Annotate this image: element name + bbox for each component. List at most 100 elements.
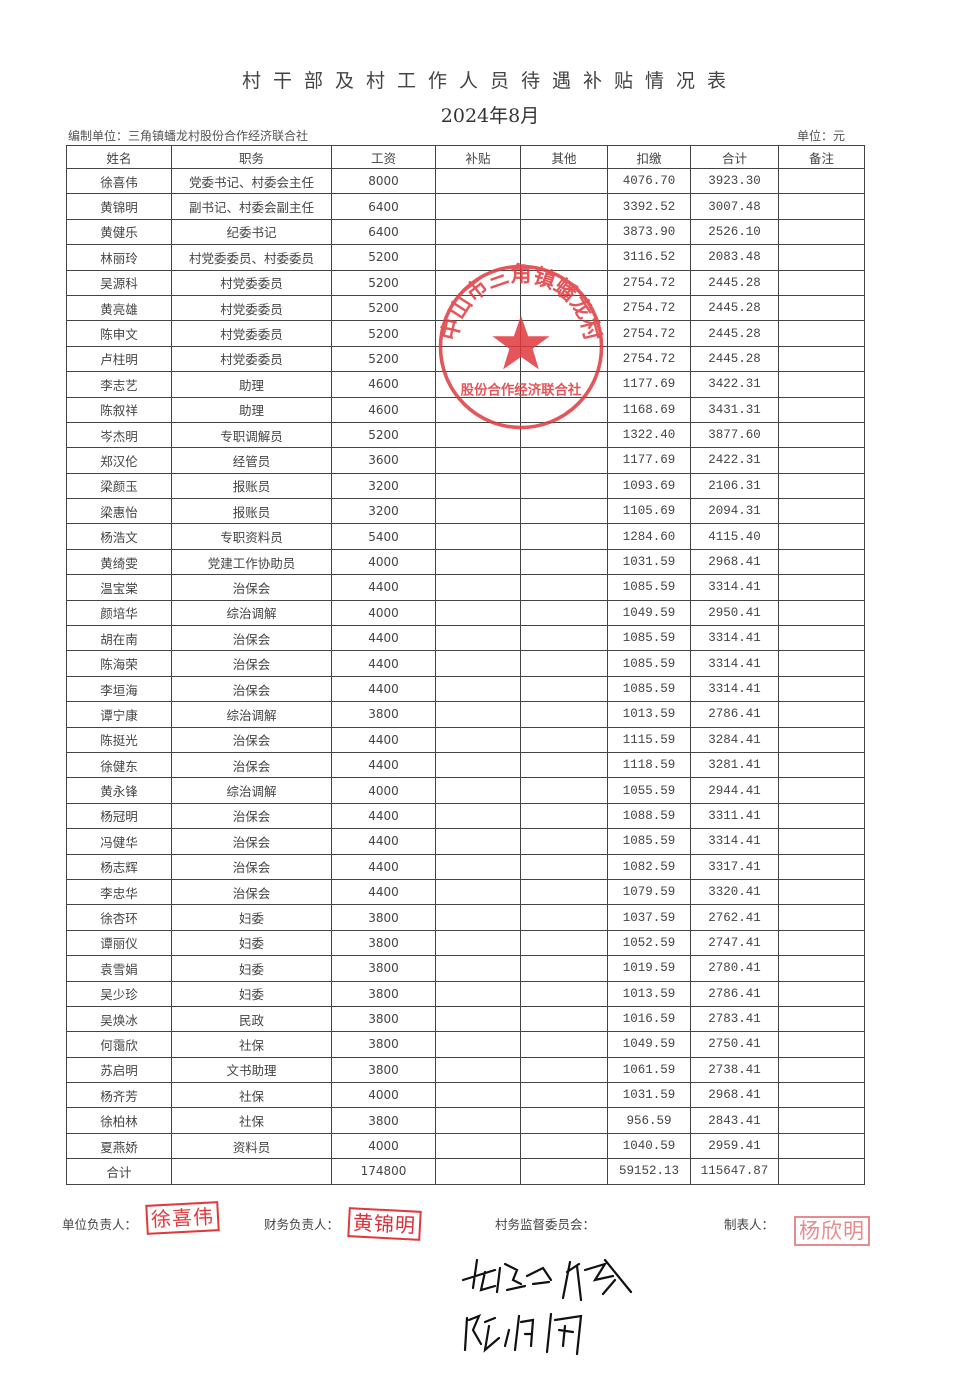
cell-name: 吴少珍 <box>66 980 172 1007</box>
cell-notes <box>778 472 865 500</box>
cell-total: 2445.28 <box>690 320 779 347</box>
col-subsidy: 补贴 <box>435 145 521 169</box>
cell-wage: 4400 <box>331 828 436 855</box>
cell-subsidy <box>435 218 521 246</box>
table-row: 杨志辉 治保会 4400 1082.59 3317.41 <box>66 853 865 880</box>
cell-other <box>520 218 608 246</box>
cell-total: 2422.31 <box>690 447 779 474</box>
table-row: 岑杰明 专职调解员 5200 1322.40 3877.60 <box>66 421 865 449</box>
table-row: 李忠华 治保会 4400 1079.59 3320.41 <box>66 878 865 906</box>
cell-subsidy <box>435 345 521 373</box>
cell-deduction: 1177.69 <box>607 447 691 474</box>
table-row: 袁雪娟 妇委 3800 1019.59 2780.41 <box>66 955 865 982</box>
cell-position: 综治调解 <box>171 599 332 627</box>
cell-deduction: 1055.59 <box>607 777 691 804</box>
table-row: 林丽玲 村党委委员、村委委员 5200 3116.52 2083.48 <box>66 244 865 271</box>
cell-wage: 4400 <box>331 853 436 880</box>
cell-position: 村党委委员 <box>171 294 332 322</box>
cell-subsidy <box>435 1056 521 1084</box>
cell-notes <box>778 1056 865 1084</box>
preparer-seal: 杨欣明 <box>794 1216 870 1246</box>
cell-wage: 4400 <box>331 726 436 753</box>
cell-other <box>520 980 608 1007</box>
cell-notes <box>778 345 865 373</box>
cell-subsidy <box>435 193 521 220</box>
cell-wage: 4400 <box>331 878 436 906</box>
cell-other <box>520 472 608 500</box>
cell-wage: 4000 <box>331 548 436 576</box>
cell-total: 3007.48 <box>690 193 779 220</box>
cell-name: 杨浩文 <box>66 523 172 550</box>
cell-total: 2445.28 <box>690 345 779 373</box>
cell-subsidy <box>435 802 521 830</box>
cell-deduction: 1061.59 <box>607 1056 691 1084</box>
cell-deduction: 2754.72 <box>607 269 691 296</box>
cell-notes <box>778 726 865 753</box>
cell-total: 2106.31 <box>690 472 779 500</box>
cell-subsidy <box>435 777 521 804</box>
cell-position: 综治调解 <box>171 777 332 804</box>
cell-notes <box>778 955 865 982</box>
cell-notes <box>778 625 865 652</box>
table-row: 陈申文 村党委委员 5200 2754.72 2445.28 <box>66 320 865 347</box>
cell-notes <box>778 320 865 347</box>
cell-name: 谭丽仪 <box>66 929 172 957</box>
cell-deduction: 1085.59 <box>607 625 691 652</box>
cell-subsidy <box>435 421 521 449</box>
cell-total: 3877.60 <box>690 421 779 449</box>
cell-other <box>520 371 608 398</box>
cell-deduction: 3873.90 <box>607 218 691 246</box>
cell-other <box>520 777 608 804</box>
cell-name: 黄绮雯 <box>66 548 172 576</box>
cell-name: 合计 <box>66 1158 172 1185</box>
cell-position: 专职调解员 <box>171 421 332 449</box>
cell-name: 黄锦明 <box>66 193 172 220</box>
cell-total: 2094.31 <box>690 498 779 525</box>
cell-subsidy <box>435 294 521 322</box>
cell-notes <box>778 167 865 195</box>
cell-wage: 4400 <box>331 802 436 830</box>
cell-subsidy <box>435 447 521 474</box>
table-row: 徐健东 治保会 4400 1118.59 3281.41 <box>66 751 865 779</box>
cell-other <box>520 701 608 728</box>
cell-deduction: 4076.70 <box>607 167 691 195</box>
cell-position: 报账员 <box>171 498 332 525</box>
cell-deduction: 1168.69 <box>607 396 691 423</box>
cell-position: 治保会 <box>171 802 332 830</box>
table-row: 卢柱明 村党委委员 5200 2754.72 2445.28 <box>66 345 865 373</box>
cell-position: 村党委委员 <box>171 269 332 296</box>
cell-notes <box>778 269 865 296</box>
cell-other <box>520 929 608 957</box>
cell-deduction: 1019.59 <box>607 955 691 982</box>
cell-other <box>520 599 608 627</box>
cell-other <box>520 1158 608 1185</box>
cell-notes <box>778 853 865 880</box>
cell-deduction: 956.59 <box>607 1107 691 1134</box>
cell-position: 社保 <box>171 1082 332 1109</box>
cell-notes <box>778 777 865 804</box>
cell-subsidy <box>435 878 521 906</box>
cell-notes <box>778 929 865 957</box>
cell-total: 3314.41 <box>690 650 779 677</box>
cell-notes <box>778 675 865 703</box>
finance-head-label: 财务负责人： <box>264 1217 340 1232</box>
cell-position: 村党委委员、村委委员 <box>171 244 332 271</box>
cell-deduction: 1040.59 <box>607 1132 691 1160</box>
cell-total: 3320.41 <box>690 878 779 906</box>
cell-position: 治保会 <box>171 675 332 703</box>
unit-label: 单位：元 <box>797 129 846 143</box>
cell-position: 治保会 <box>171 853 332 880</box>
cell-other <box>520 802 608 830</box>
table-row: 颜培华 综治调解 4000 1049.59 2950.41 <box>66 599 865 627</box>
cell-total: 2738.41 <box>690 1056 779 1084</box>
cell-other <box>520 853 608 880</box>
cell-name: 胡在南 <box>66 625 172 652</box>
cell-position: 妇委 <box>171 904 332 931</box>
total-row: 合计 174800 59152.13 115647.87 <box>66 1158 865 1185</box>
cell-name: 徐健东 <box>66 751 172 779</box>
cell-position: 治保会 <box>171 751 332 779</box>
cell-wage: 6400 <box>331 218 436 246</box>
cell-name: 郑汉伦 <box>66 447 172 474</box>
preparer-label: 制表人： <box>724 1217 775 1232</box>
cell-subsidy <box>435 371 521 398</box>
